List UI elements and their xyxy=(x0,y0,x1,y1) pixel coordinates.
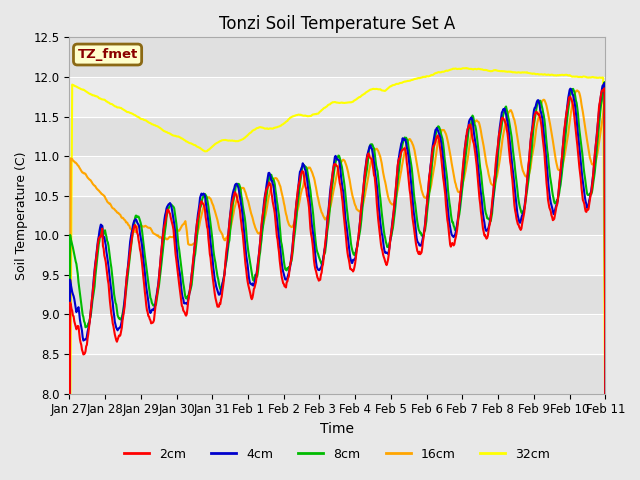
Text: TZ_fmet: TZ_fmet xyxy=(77,48,138,61)
Bar xyxy=(69,117,605,156)
Bar xyxy=(69,275,605,314)
Bar xyxy=(69,196,605,235)
Bar xyxy=(69,77,605,117)
Bar xyxy=(69,37,605,77)
Bar xyxy=(69,354,605,394)
X-axis label: Time: Time xyxy=(321,422,355,436)
Y-axis label: Soil Temperature (C): Soil Temperature (C) xyxy=(15,151,28,280)
Bar xyxy=(69,235,605,275)
Bar xyxy=(69,314,605,354)
Legend: 2cm, 4cm, 8cm, 16cm, 32cm: 2cm, 4cm, 8cm, 16cm, 32cm xyxy=(120,443,556,466)
Bar xyxy=(69,156,605,196)
Title: Tonzi Soil Temperature Set A: Tonzi Soil Temperature Set A xyxy=(220,15,456,33)
